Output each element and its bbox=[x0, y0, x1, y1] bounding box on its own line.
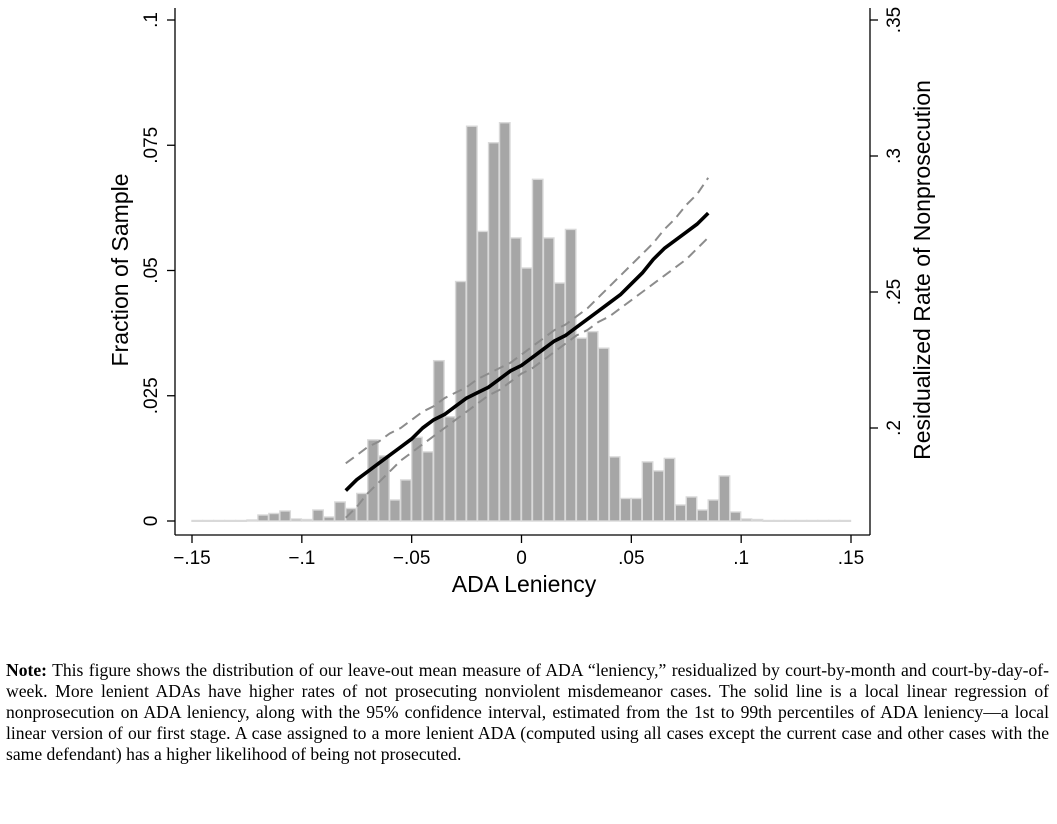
histogram-bar bbox=[619, 497, 632, 522]
histogram-bar bbox=[652, 470, 665, 522]
histogram-bar bbox=[356, 492, 368, 522]
histogram-bar bbox=[432, 359, 445, 522]
fit-line bbox=[344, 211, 710, 492]
histogram-bar bbox=[443, 416, 456, 522]
axes: −.15 −.1 −.05 0 .05 .1 .15 0 .025 .05 .075 .1 .2 .25.… bbox=[141, 7, 905, 569]
y-left-tick-label: .1 bbox=[141, 12, 162, 28]
x-tick-label: −.1 bbox=[288, 548, 315, 569]
y-left-tick-label: .075 bbox=[141, 127, 162, 164]
histogram-bar bbox=[301, 518, 314, 522]
histogram-bar bbox=[312, 509, 325, 522]
histogram-bar bbox=[608, 456, 621, 522]
histogram-bar bbox=[520, 267, 533, 522]
histogram-bar bbox=[421, 451, 434, 522]
y-axis-left-label: Fraction of Sample bbox=[107, 173, 133, 366]
chart: −.15 −.1 −.05 0 .05 .1 .15 0 .025 .05 .075 .1 .2 .25.… bbox=[107, 7, 935, 597]
y-right-tick-label: .2 bbox=[884, 420, 905, 436]
histogram-bar bbox=[246, 519, 259, 522]
x-tick-label: .05 bbox=[618, 548, 644, 569]
histogram-bar bbox=[751, 518, 764, 522]
histogram-bar bbox=[465, 125, 478, 522]
histogram-bar bbox=[378, 455, 390, 522]
histogram-bar bbox=[367, 439, 379, 522]
y-right-tick-label: .35 bbox=[884, 7, 905, 33]
x-tick-label: −.05 bbox=[393, 548, 431, 569]
histogram-bar bbox=[575, 337, 588, 522]
histogram-bar bbox=[323, 516, 335, 522]
histogram-bar bbox=[389, 499, 401, 522]
histogram-bar bbox=[279, 510, 292, 522]
histogram-bar bbox=[564, 228, 577, 522]
y-left-tick-label: .025 bbox=[141, 377, 162, 414]
x-tick-label: 0 bbox=[516, 548, 527, 569]
histogram-bars bbox=[191, 122, 852, 523]
confidence-interval bbox=[345, 177, 710, 519]
y-left-tick-label: .05 bbox=[141, 257, 162, 283]
histogram-bar bbox=[641, 461, 654, 522]
histogram-bar bbox=[410, 436, 423, 522]
y-axis-right-label: Residualized Rate of Nonprosecution bbox=[909, 80, 935, 460]
note-label: Note: bbox=[6, 660, 48, 680]
histogram-bar bbox=[773, 519, 786, 523]
histogram-bar bbox=[630, 497, 643, 522]
ci-lower-line bbox=[345, 236, 709, 519]
histogram-bar bbox=[224, 519, 237, 523]
histogram-bar bbox=[729, 511, 742, 522]
histogram-bar bbox=[839, 519, 852, 523]
histogram-bar bbox=[795, 519, 808, 523]
y-right-tick-label: .25 bbox=[884, 279, 905, 305]
x-tick-label: −.15 bbox=[173, 548, 211, 569]
x-axis-label: ADA Leniency bbox=[452, 571, 597, 597]
histogram-bar bbox=[685, 496, 698, 522]
histogram-bar bbox=[345, 507, 357, 522]
histogram-bar bbox=[586, 330, 599, 522]
histogram-bar bbox=[663, 457, 676, 522]
histogram-bar bbox=[487, 142, 500, 522]
histogram-bar bbox=[718, 475, 731, 522]
local-linear-fit bbox=[344, 211, 710, 492]
histogram-bar bbox=[828, 519, 841, 523]
x-tick-label: .1 bbox=[733, 548, 749, 569]
histogram-bar bbox=[597, 347, 610, 522]
histogram-bar bbox=[290, 518, 303, 522]
histogram-bar bbox=[202, 519, 215, 523]
histogram-bar bbox=[191, 519, 204, 523]
y-left-tick-label: 0 bbox=[141, 516, 162, 527]
figure: −.15 −.1 −.05 0 .05 .1 .15 0 .025 .05 .075 .1 .2 .25.… bbox=[107, 7, 935, 597]
y-right-tick-label: .3 bbox=[884, 148, 905, 164]
histogram-bar bbox=[762, 519, 775, 523]
histogram-bar bbox=[334, 501, 346, 522]
histogram-bar bbox=[213, 519, 226, 523]
histogram-bar bbox=[553, 282, 566, 522]
histogram-bar bbox=[542, 237, 555, 522]
histogram-bar bbox=[268, 512, 281, 522]
histogram-bar bbox=[235, 519, 248, 523]
histogram-bar bbox=[784, 519, 797, 523]
ci-upper-line bbox=[345, 177, 710, 465]
histogram-bar bbox=[674, 504, 687, 522]
histogram-bar bbox=[817, 519, 830, 523]
note-text: This figure shows the distribution of ou… bbox=[6, 660, 1050, 764]
histogram-bar bbox=[257, 514, 270, 522]
histogram-bar bbox=[806, 519, 819, 523]
histogram-bar bbox=[740, 518, 753, 522]
histogram-bar bbox=[399, 479, 412, 522]
histogram-bar bbox=[707, 499, 720, 522]
x-tick-label: .15 bbox=[838, 548, 864, 569]
figure-note: Note: This figure shows the distribution… bbox=[6, 660, 1049, 765]
histogram-bar bbox=[696, 509, 709, 522]
histogram-bar bbox=[498, 122, 511, 522]
